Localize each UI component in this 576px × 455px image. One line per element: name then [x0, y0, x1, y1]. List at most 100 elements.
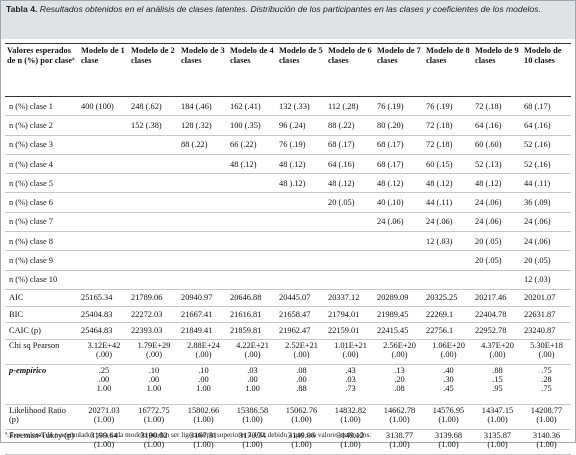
table-cell: [79, 135, 129, 154]
table-cell: .03.00 1.00: [228, 364, 277, 404]
table-cell: 21616.81: [230, 309, 262, 319]
cell-value: .00: [98, 374, 110, 384]
table-cell: 48 ).12): [279, 178, 306, 188]
table-cell: [228, 193, 277, 212]
table-caption: Tabla 4. Resultados obtenidos en el anál…: [1, 1, 575, 39]
cell-value: .13: [394, 365, 405, 375]
cell-value: 20271.03: [88, 405, 120, 415]
table-cell: 21849.41: [181, 326, 213, 336]
table-cell: 20445.07: [279, 293, 311, 303]
row-label-text: Chi sq Pearson: [9, 340, 60, 350]
cell-value: .88: [492, 365, 503, 375]
table-cell: [129, 270, 179, 289]
table-cell: [79, 232, 129, 251]
table-cell: 24 (.06): [426, 217, 453, 227]
table-cell: 162 (.41): [230, 101, 261, 111]
cell-p-value: (1.00): [242, 414, 263, 424]
table-footnote: ª: Los valores de n acumulados para cada…: [5, 431, 372, 439]
table-cell: 20337.12: [328, 293, 360, 303]
table-cell: .88.15.95: [473, 364, 522, 404]
cell-value: .73: [345, 383, 356, 393]
table-cell: 1.01E+21 (.00): [326, 339, 375, 364]
table-row: CAIC (p) 25464.83 22393.03 21849.41 21859.81…: [5, 323, 571, 340]
row-label: n (%) clase 4: [9, 159, 53, 169]
table-cell: 15062.76 (1.00): [277, 404, 326, 429]
table-cell: 68 (.17): [377, 140, 404, 150]
table-cell: .40.30.45: [424, 364, 473, 404]
table-cell: [179, 270, 228, 289]
table-cell: 20940.97: [181, 293, 213, 303]
cell-value: 14347.15: [481, 405, 514, 415]
row-label: n (%) clase 1: [9, 101, 53, 111]
row-label: Freeman-Tukey (p): [5, 429, 79, 454]
cell-value: 15062.76: [285, 405, 318, 415]
row-label-text: Likelihood Ratio (p): [9, 405, 66, 424]
table-cell: 66 (.22): [230, 140, 257, 150]
table-cell: 96 (.24): [279, 120, 306, 130]
table-cell: [326, 212, 375, 231]
table-cell: 64 (.16): [475, 120, 502, 130]
table-cell: 22404.78: [475, 309, 507, 319]
table-cell: 72 (.18): [426, 140, 453, 150]
table-cell: [179, 251, 228, 270]
table-cell: 20325.25: [426, 293, 458, 303]
table-cell: [424, 270, 473, 289]
table-cell: [79, 193, 129, 212]
table-cell: 22272.03: [131, 309, 163, 319]
table-cell: .13.20.08: [375, 364, 424, 404]
column-header-model: Modelo de 4 clases: [228, 43, 277, 97]
table-cell: [277, 212, 326, 231]
cell-value: 1.01E+21: [334, 340, 367, 350]
table-cell: 16772.75 (1.00): [129, 404, 179, 429]
cell-p-value: (1.00): [340, 439, 361, 449]
table-cell: [129, 154, 179, 173]
table-cell: [473, 270, 522, 289]
table-cell: 21962.47: [279, 326, 311, 336]
column-header-model: Modelo de 3 clases: [179, 43, 228, 97]
table-cell: 20217.46: [475, 293, 507, 303]
table-row: n (%) clase 9 20 (.05) 20 (.05): [5, 251, 571, 271]
cell-value: 16772.75: [138, 405, 170, 415]
cell-value: 3149.12: [336, 430, 365, 440]
cell-value: .03: [345, 374, 356, 384]
table-cell: 2.52E+21 (.00): [277, 339, 326, 364]
table-cell: [277, 251, 326, 270]
table-cell: [79, 154, 129, 173]
cell-value: .00: [247, 374, 258, 384]
table-cell: 25165.34: [81, 293, 113, 303]
table-cell: 44 (.11): [426, 198, 453, 208]
cell-p-value: (.00): [440, 349, 457, 359]
cell-value: 1.79E+29: [137, 340, 171, 350]
table-row: Chi sq Pearson 3.12E+42 (.00) 1.79E+29 (.00)…: [5, 339, 571, 365]
table-cell: 14662.78 (1.00): [375, 404, 424, 429]
table-cell: [326, 270, 375, 289]
table-cell: [424, 251, 473, 270]
table-cell: [228, 232, 277, 251]
table-cell: 60 (.60): [475, 140, 502, 150]
table-cell: 24 (.06): [475, 198, 502, 208]
table-cell: 44 (.11): [524, 178, 551, 188]
table-cell: 76 (.19): [377, 101, 404, 111]
table-cell: 21989.45: [377, 309, 409, 319]
cell-value: 2.52E+21: [285, 340, 318, 350]
cell-value: 1.00: [245, 383, 260, 393]
table-cell: 5.30E+18 (.00): [522, 339, 571, 364]
cell-value: 2.56E+20: [383, 340, 416, 350]
cell-value: 4.22E+21: [236, 340, 269, 350]
cell-p-value: (1.00): [291, 414, 312, 424]
table-cell: 72 (.18): [475, 101, 502, 111]
cell-p-value: (1.00): [93, 414, 115, 424]
table-cell: 21794.01: [328, 309, 360, 319]
table-cell: 23240.87: [524, 326, 556, 336]
table-cell: 15386.58 (1.00): [228, 404, 277, 429]
table-row: n (%) clase 7 24 (.06) 24 (.06) 24 (.06) 24 …: [5, 212, 571, 232]
table-cell: 60 (.15): [426, 159, 453, 169]
table-cell: 52 (.13): [475, 159, 502, 169]
cell-p-value: (1.00): [487, 414, 508, 424]
row-label: Likelihood Ratio (p): [5, 404, 79, 429]
cell-value: .00: [198, 374, 209, 384]
table-cell: [326, 251, 375, 270]
table-row: n (%) clase 10 12 (.03): [5, 270, 571, 290]
table-cell: [79, 116, 129, 135]
table-cell: 48 (.12): [328, 178, 355, 188]
